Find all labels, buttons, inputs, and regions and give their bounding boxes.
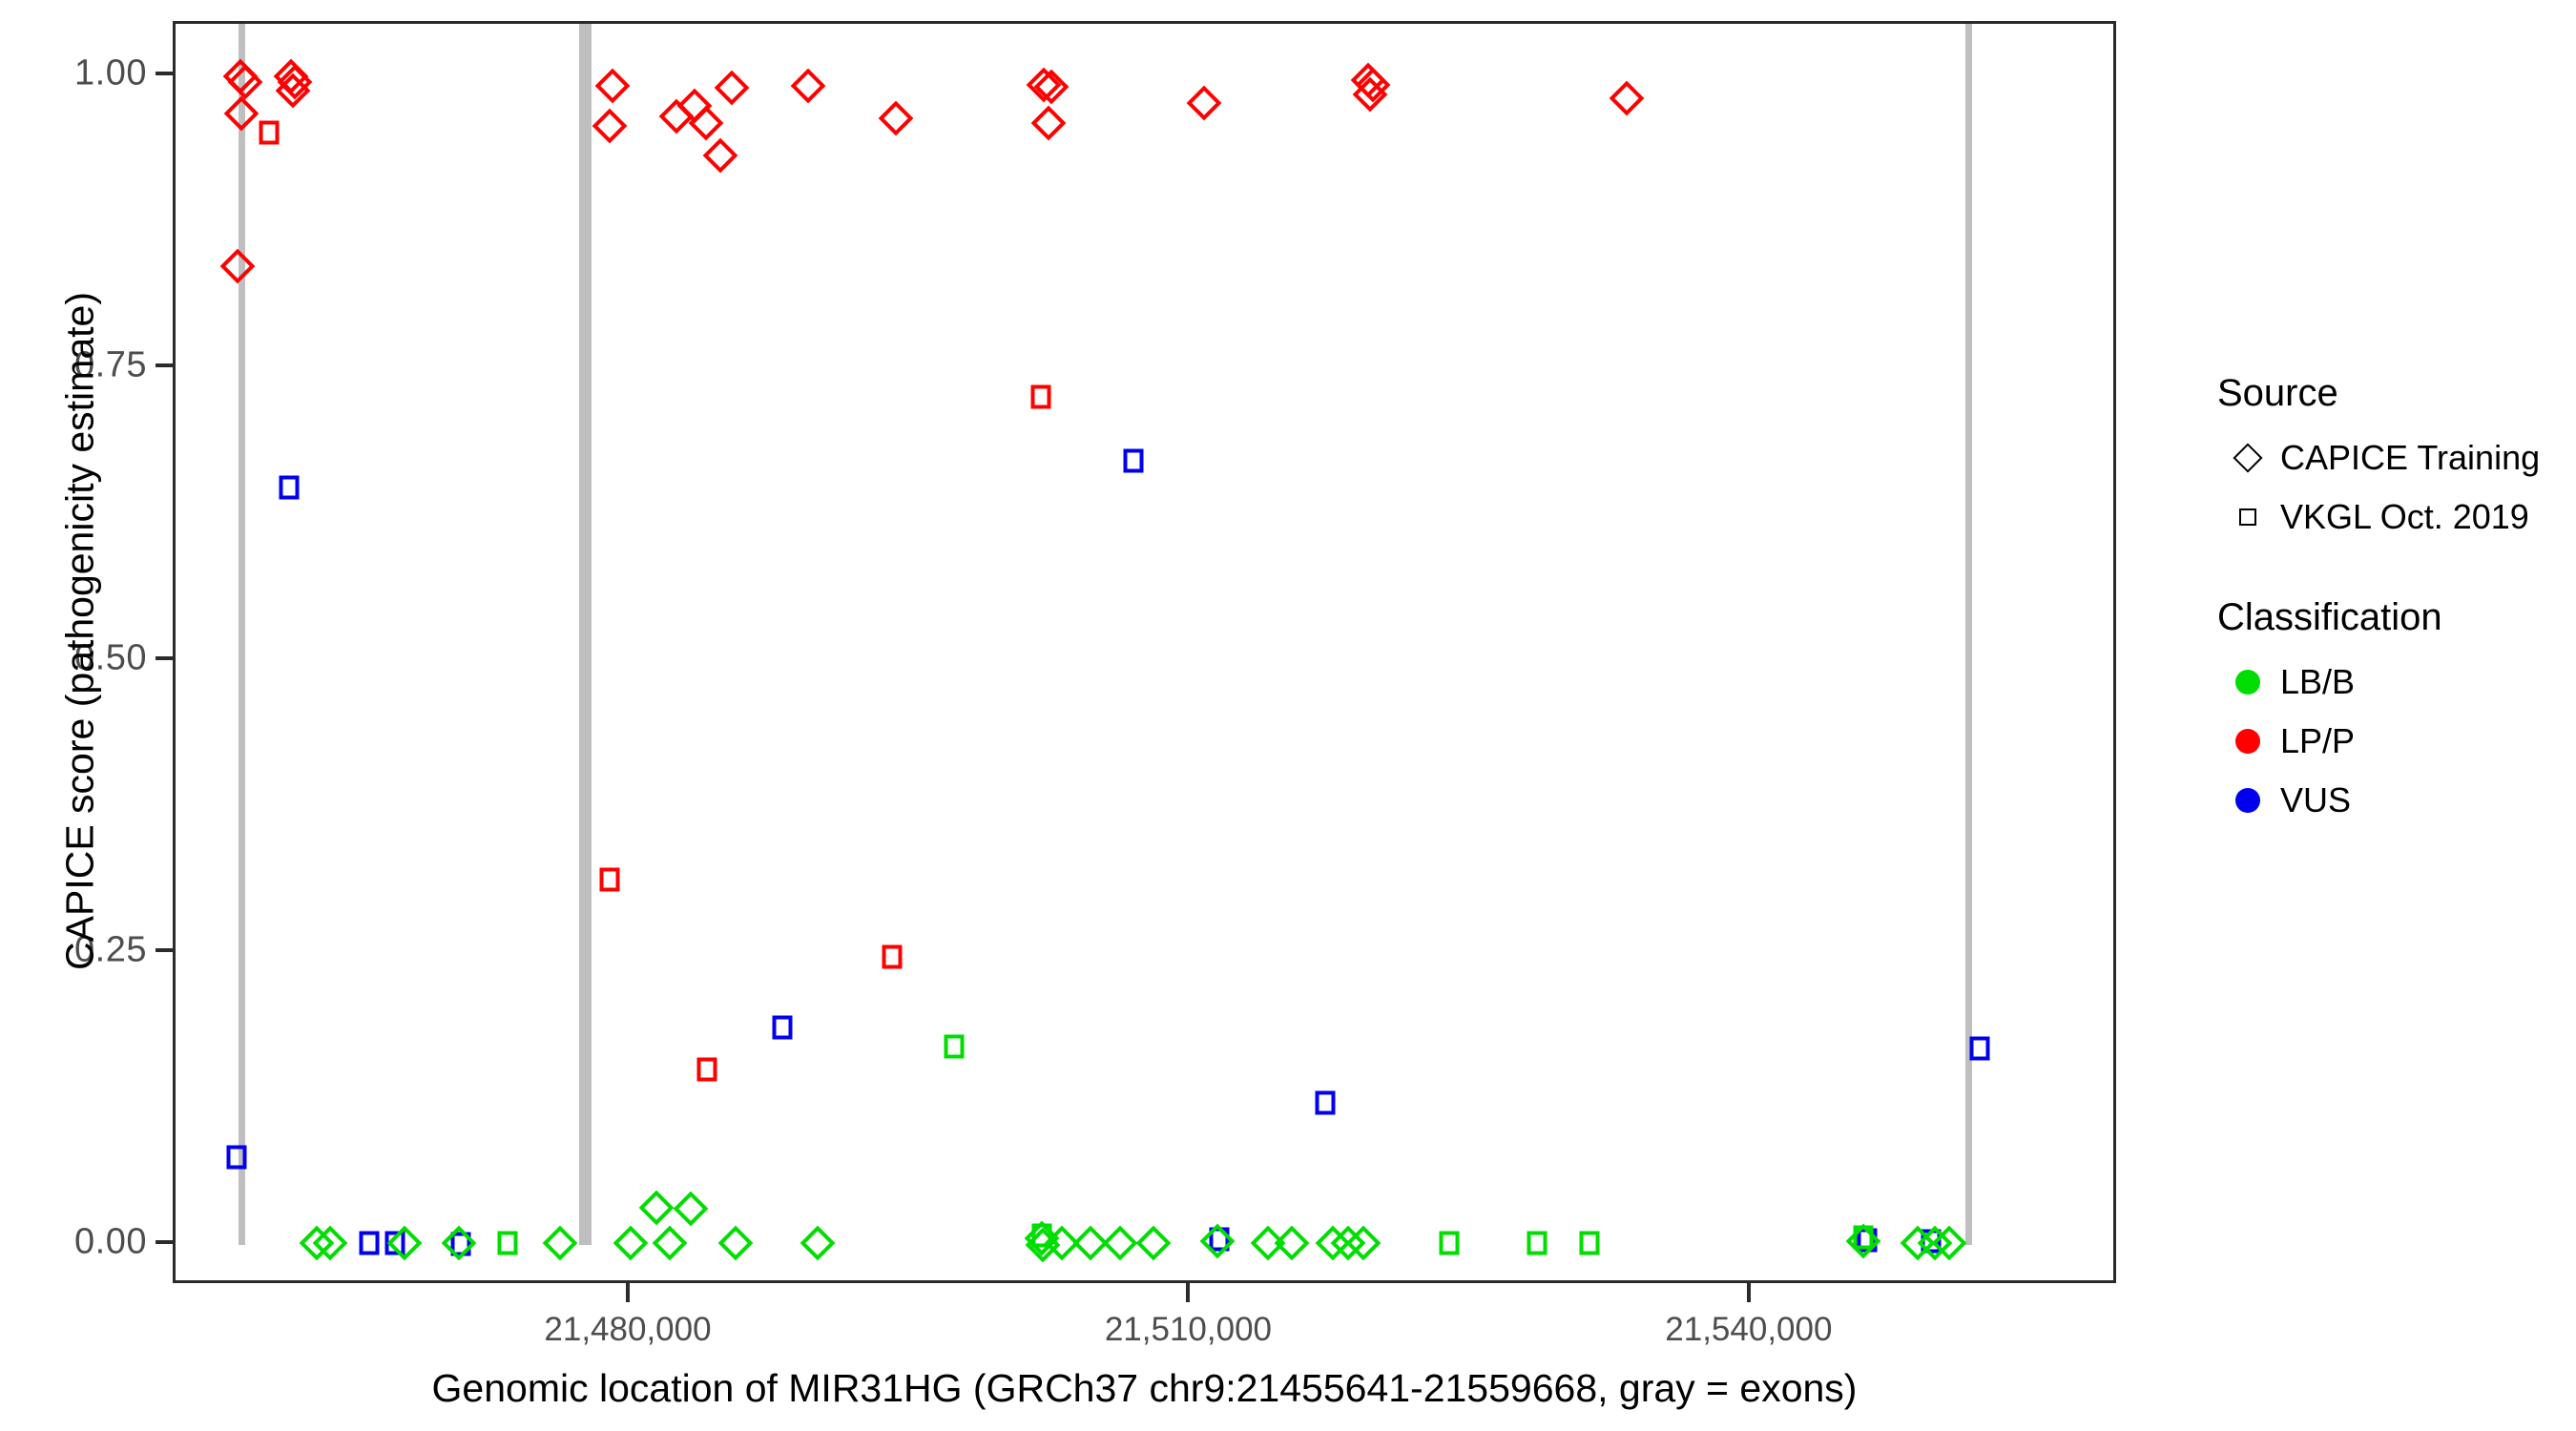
data-point-diamond: [594, 68, 631, 104]
data-point-square: [359, 1231, 380, 1255]
data-point-square: [1031, 1223, 1052, 1248]
legend-item-lbb[interactable]: LB/B: [2215, 653, 2568, 712]
x-axis-title: Genomic location of MIR31HG (GRCh37 chr9…: [431, 1366, 1858, 1410]
legend-item-vkgl-oct-2019[interactable]: VKGL Oct. 2019: [2215, 487, 2568, 547]
data-point-diamond: [714, 70, 750, 106]
data-point-square: [1969, 1036, 1990, 1061]
x-tick: [1186, 1283, 1191, 1302]
x-tick-label: 21,510,000: [1104, 1311, 1273, 1348]
legend: Source CAPICE Training VKGL Oct. 2019 Cl…: [2215, 372, 2568, 830]
legend-label: CAPICE Training: [2280, 438, 2541, 477]
data-point-diamond: [652, 1225, 688, 1261]
legend-title-source: Source: [2217, 372, 2338, 414]
data-point-square: [1030, 384, 1051, 409]
legend-label: LP/P: [2280, 721, 2356, 760]
data-point-diamond: [1102, 1225, 1138, 1261]
data-point-square: [384, 1231, 405, 1255]
data-point-diamond: [219, 248, 256, 283]
legend-item-vus[interactable]: VUS: [2215, 771, 2568, 830]
legend-label: VUS: [2280, 780, 2352, 819]
data-point-diamond: [790, 68, 826, 104]
x-tick: [1746, 1283, 1751, 1302]
legend-title-classification: Classification: [2217, 596, 2442, 638]
data-point-diamond: [717, 1225, 754, 1261]
data-point-square: [1853, 1225, 1874, 1250]
data-point-diamond: [702, 138, 738, 174]
data-point-square: [599, 867, 620, 892]
data-point-square: [259, 120, 280, 145]
data-point-square: [1209, 1227, 1230, 1252]
dot-icon-blue: [2215, 788, 2280, 813]
square-icon: [2215, 508, 2280, 526]
data-point-square: [279, 475, 300, 500]
data-point-diamond: [223, 95, 260, 132]
exon-line: [585, 24, 592, 1246]
diamond-icon: [2215, 443, 2280, 473]
y-tick-label: 1.00: [74, 52, 147, 93]
y-tick-label: 0.25: [74, 929, 147, 970]
data-point-square: [450, 1232, 471, 1256]
data-point-diamond: [613, 1225, 649, 1261]
plot-area: [176, 24, 2113, 1280]
data-point-square: [497, 1231, 518, 1255]
x-tick: [625, 1283, 630, 1302]
data-point-diamond: [878, 100, 914, 136]
y-tick: [156, 363, 173, 368]
data-point-square: [1921, 1229, 1942, 1254]
y-tick-label: 0.00: [74, 1221, 147, 1262]
data-point-square: [1857, 1228, 1878, 1253]
dot-icon-red: [2215, 729, 2280, 754]
data-point-square: [1439, 1231, 1460, 1255]
data-point-square: [1579, 1231, 1599, 1255]
x-tick-label: 21,480,000: [544, 1311, 712, 1348]
data-point-diamond: [542, 1225, 577, 1261]
y-tick-label: 0.75: [74, 344, 147, 385]
data-point-square: [772, 1015, 793, 1040]
y-tick-label: 0.50: [74, 637, 147, 678]
data-point-square: [944, 1034, 965, 1059]
y-tick: [156, 655, 173, 660]
legend-item-lpp[interactable]: LP/P: [2215, 712, 2568, 771]
data-point-diamond: [1135, 1225, 1172, 1261]
x-tick-label: 21,540,000: [1665, 1311, 1833, 1348]
exon-line: [239, 24, 246, 1246]
data-point-square: [1527, 1231, 1548, 1255]
y-tick: [156, 947, 173, 952]
data-point-diamond: [592, 108, 628, 143]
data-point-square: [882, 944, 903, 969]
data-point-square: [226, 1145, 247, 1170]
legend-item-capice-training[interactable]: CAPICE Training: [2215, 428, 2568, 487]
data-point-diamond: [1609, 81, 1645, 116]
data-point-diamond: [441, 1225, 477, 1261]
data-point-diamond: [1030, 105, 1067, 141]
dot-icon-green: [2215, 670, 2280, 695]
data-point-diamond: [639, 1190, 675, 1226]
data-point-square: [1315, 1090, 1336, 1115]
plot-panel: [173, 21, 2116, 1283]
data-point-square: [696, 1057, 717, 1082]
legend-label: LB/B: [2280, 662, 2356, 701]
data-point-square: [1123, 448, 1144, 473]
legend-spacer: [2215, 547, 2568, 596]
legend-label: VKGL Oct. 2019: [2280, 497, 2529, 536]
y-axis-title: CAPICE score (pathogenicity estimate): [57, 292, 102, 970]
data-point-diamond: [800, 1225, 836, 1261]
exon-line: [1964, 24, 1972, 1246]
y-tick: [156, 1240, 173, 1245]
data-point-diamond: [1199, 1224, 1236, 1259]
data-point-diamond: [673, 1191, 709, 1227]
y-tick: [156, 72, 173, 76]
exon-line: [578, 24, 586, 1246]
data-point-diamond: [1186, 85, 1222, 121]
data-point-diamond: [1274, 1225, 1310, 1261]
